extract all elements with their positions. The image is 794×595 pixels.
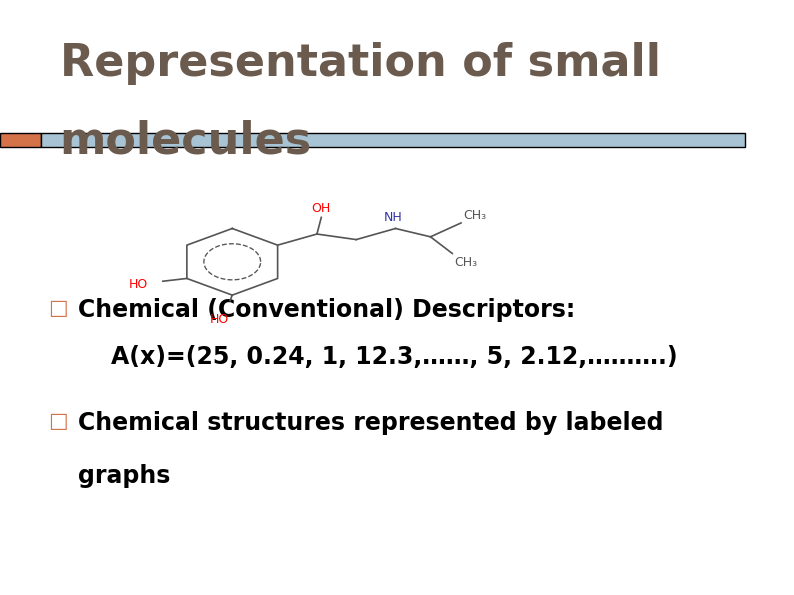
Text: □: □ bbox=[48, 298, 68, 318]
Text: molecules: molecules bbox=[60, 119, 312, 162]
Text: HO: HO bbox=[210, 313, 229, 326]
Text: NH: NH bbox=[384, 211, 403, 224]
Text: Chemical (Conventional) Descriptors:: Chemical (Conventional) Descriptors: bbox=[79, 298, 576, 321]
Text: □: □ bbox=[48, 411, 68, 431]
Text: graphs: graphs bbox=[79, 464, 171, 488]
FancyBboxPatch shape bbox=[0, 133, 41, 147]
Text: Representation of small: Representation of small bbox=[60, 42, 661, 84]
FancyBboxPatch shape bbox=[41, 133, 745, 147]
Text: OH: OH bbox=[312, 202, 331, 215]
Text: HO: HO bbox=[129, 277, 148, 290]
Text: CH₃: CH₃ bbox=[454, 256, 478, 270]
Text: Chemical structures represented by labeled: Chemical structures represented by label… bbox=[79, 411, 664, 434]
Text: CH₃: CH₃ bbox=[463, 208, 487, 221]
Text: A(x)=(25, 0.24, 1, 12.3,……, 5, 2.12,……….): A(x)=(25, 0.24, 1, 12.3,……, 5, 2.12,……….… bbox=[79, 345, 678, 369]
